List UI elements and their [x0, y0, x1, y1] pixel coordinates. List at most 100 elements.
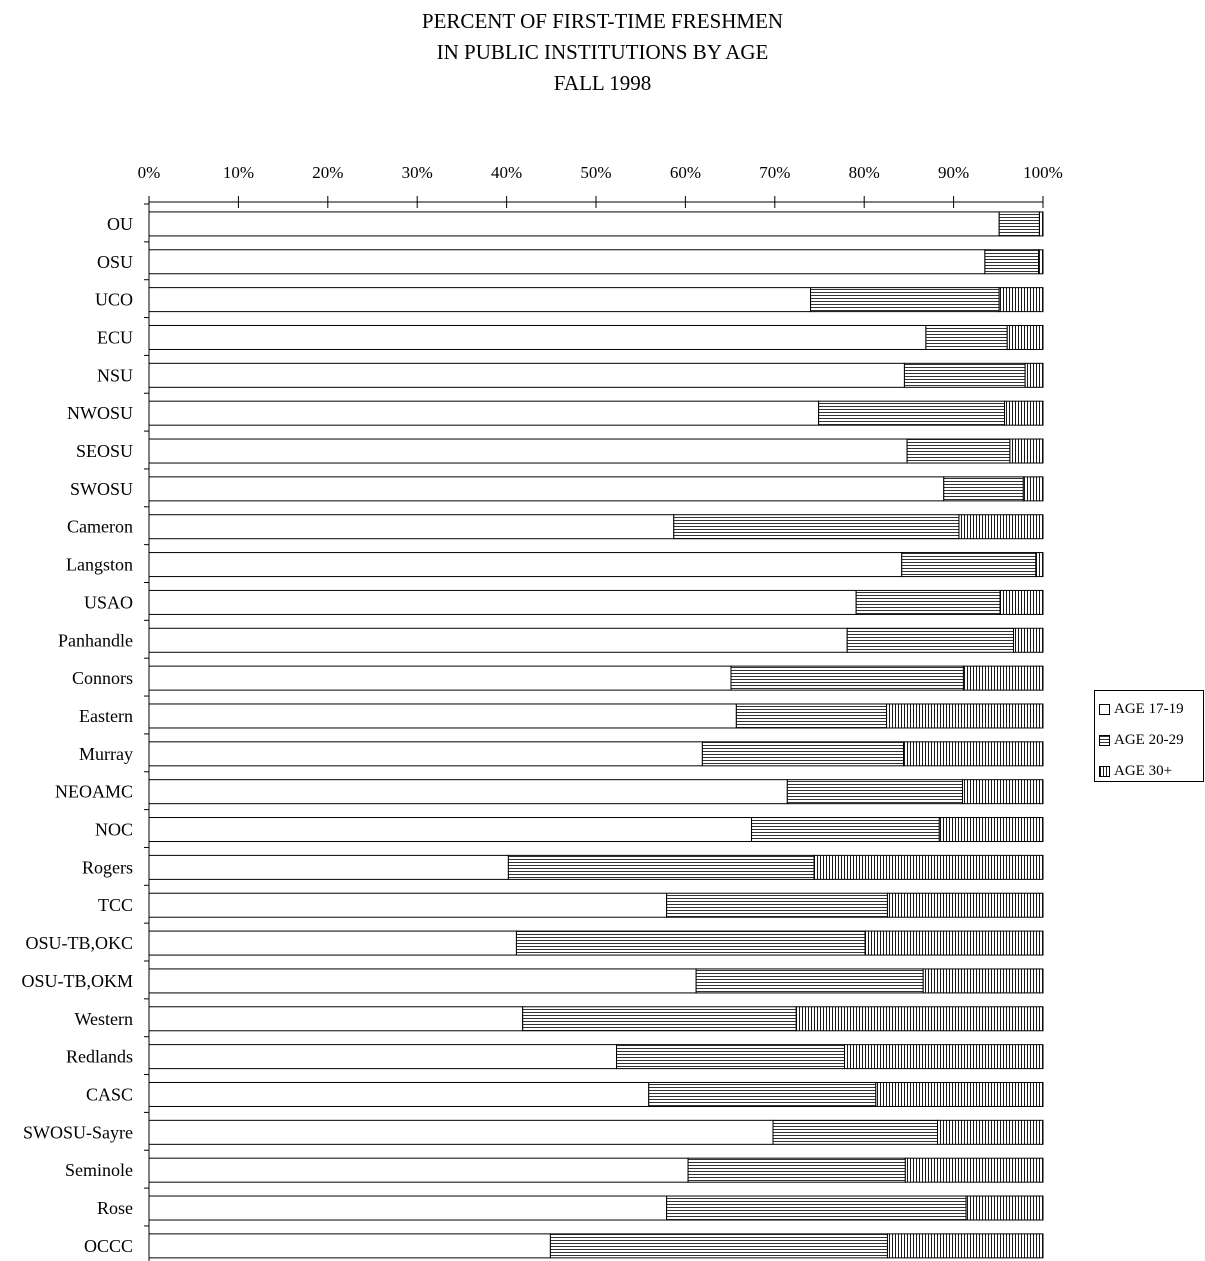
legend-swatch-blank	[1099, 704, 1110, 715]
bar-segment	[1004, 400, 1044, 426]
bar-segment	[998, 287, 1044, 313]
category-label: OU	[107, 214, 133, 234]
bar-segment	[148, 779, 788, 805]
bar-segment	[687, 1157, 906, 1183]
bar-segment	[901, 552, 1037, 578]
x-tick-label: 90%	[938, 163, 969, 182]
x-tick-label: 50%	[580, 163, 611, 182]
bar-segment	[515, 930, 866, 956]
bar-segment	[148, 1006, 524, 1032]
category-label: Langston	[66, 555, 133, 575]
bar-segment	[795, 1006, 1044, 1032]
bar-segment	[999, 589, 1044, 615]
category-label: Redlands	[66, 1047, 133, 1067]
bar-segment	[148, 211, 1000, 237]
bar-segment	[958, 514, 1044, 540]
bar-segment	[148, 892, 668, 918]
bar-segment	[813, 854, 1044, 880]
category-label: Murray	[79, 744, 133, 764]
bar-segment	[616, 1044, 846, 1070]
x-tick-label: 10%	[223, 163, 254, 182]
category-label: NSU	[97, 365, 133, 385]
x-axis: 0% 10% 20% 30% 40% 50% 60% 70% 80% 90% 100%	[138, 163, 1063, 1261]
bar-segment	[864, 930, 1044, 956]
bar-segment	[886, 892, 1044, 918]
category-label: Connors	[72, 668, 133, 688]
category-label: Eastern	[79, 706, 133, 726]
bar-segment	[666, 892, 888, 918]
bar-segment	[846, 627, 1014, 653]
category-label: OSU-TB,OKC	[25, 933, 133, 953]
bar-segment	[1038, 249, 1044, 275]
bar-segment	[855, 589, 1001, 615]
bar-segment	[148, 1081, 650, 1107]
bar-segment	[507, 854, 815, 880]
bar-segment	[844, 1044, 1044, 1070]
category-label: Rose	[97, 1198, 133, 1218]
bar-segment	[1038, 211, 1044, 237]
bar-segment	[886, 703, 1044, 729]
legend-item-age-30-plus: AGE 30+	[1099, 756, 1203, 787]
x-tick-label: 60%	[670, 163, 701, 182]
bar-segment	[925, 324, 1008, 350]
bar-segment	[937, 1119, 1044, 1145]
bar-segment	[148, 1157, 689, 1183]
legend-label: AGE 30+	[1114, 763, 1173, 779]
bar-segment	[938, 817, 1044, 843]
category-label: NOC	[95, 820, 133, 840]
bar-segment	[810, 287, 1000, 313]
chart-title: PERCENT OF FIRST-TIME FRESHMEN IN PUBLIC…	[0, 6, 1205, 99]
bar-segment	[148, 1233, 551, 1259]
bars	[148, 211, 1044, 1259]
category-label: SEOSU	[76, 441, 133, 461]
bar-segment	[148, 968, 697, 994]
bar-segment	[695, 968, 924, 994]
category-label: TCC	[98, 895, 133, 915]
category-label: OSU-TB,OKM	[21, 971, 133, 991]
bar-segment	[148, 249, 986, 275]
category-label: CASC	[86, 1084, 133, 1104]
bar-segment	[148, 324, 927, 350]
category-label: ECU	[97, 327, 133, 347]
legend-label: AGE 17-19	[1114, 701, 1184, 717]
category-label: SWOSU	[70, 479, 133, 499]
legend: AGE 17-19 AGE 20-29 AGE 30+	[1094, 690, 1204, 782]
bar-segment	[148, 438, 908, 464]
category-label: NEOAMC	[55, 782, 133, 802]
bar-segment	[1006, 324, 1044, 350]
x-tick-label: 40%	[491, 163, 522, 182]
category-labels: OU OSU UCO ECU NSU NWOSU SEOSU SWOSU Cameron Lang…	[21, 214, 133, 1256]
bar-segment	[148, 514, 675, 540]
bar-segment	[148, 287, 812, 313]
category-label: NWOSU	[67, 403, 133, 423]
bar-segment	[943, 476, 1024, 502]
chart-title-line-2: IN PUBLIC INSTITUTIONS BY AGE	[436, 40, 769, 64]
bar-segment	[772, 1119, 939, 1145]
bar-segment	[666, 1195, 967, 1221]
x-tick-label: 70%	[759, 163, 790, 182]
bar-segment	[965, 1195, 1044, 1221]
bar-segment	[148, 817, 753, 843]
bar-segment	[148, 589, 857, 615]
legend-swatch-horizontal	[1099, 735, 1110, 746]
x-tick-label: 100%	[1023, 163, 1063, 182]
bar-segment	[1012, 627, 1044, 653]
bar-segment	[148, 362, 905, 388]
category-label: Seminole	[65, 1160, 133, 1180]
legend-label: AGE 20-29	[1114, 732, 1184, 748]
bar-segment	[786, 779, 964, 805]
bar-segment	[148, 703, 737, 729]
bar-segment	[875, 1081, 1044, 1107]
bar-segment	[148, 741, 703, 767]
bar-segment	[148, 854, 509, 880]
bar-segment	[730, 665, 964, 691]
bar-segment	[962, 779, 1044, 805]
chart-title-line-1: PERCENT OF FIRST-TIME FRESHMEN	[421, 9, 784, 33]
legend-item-age-17-19: AGE 17-19	[1099, 694, 1203, 725]
bar-segment	[903, 741, 1044, 767]
bar-segment	[673, 514, 960, 540]
x-tick-label: 80%	[849, 163, 880, 182]
bar-segment	[148, 930, 517, 956]
category-label: Western	[74, 1009, 133, 1029]
